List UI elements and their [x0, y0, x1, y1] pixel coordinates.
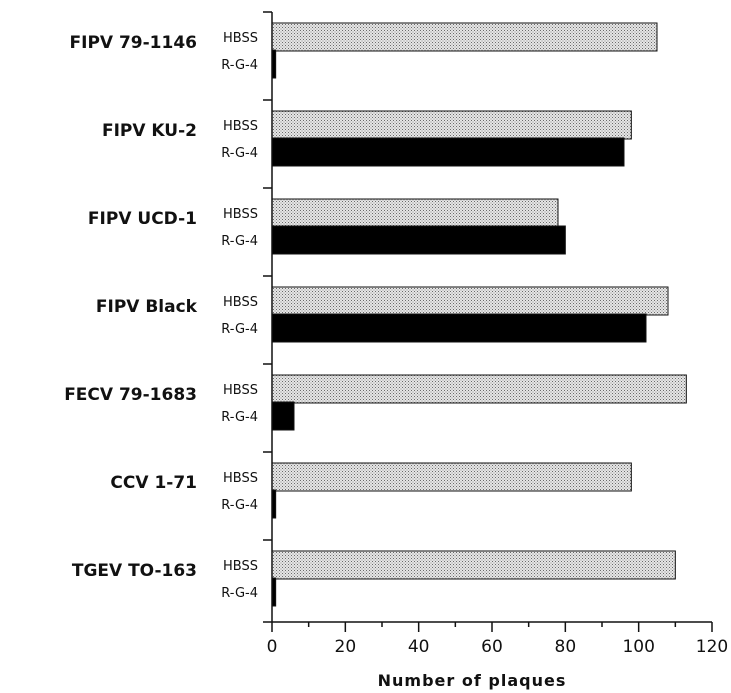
bar-hbss	[271, 286, 669, 316]
x-tick-label: 60	[481, 637, 503, 657]
x-tick-label: 20	[335, 637, 357, 657]
x-tick-label: 0	[267, 637, 278, 657]
bars-layer	[271, 22, 687, 607]
series-label: R-G-4	[221, 586, 258, 601]
labels-layer: FIPV 79-1146 HBSS R-G-4 FIPV KU-2 HBSS R-G-4 F…	[64, 31, 258, 601]
bar-r-g-4	[271, 225, 566, 255]
series-label: R-G-4	[221, 146, 258, 161]
category-label: FECV 79-1683	[64, 385, 197, 405]
x-tick-label: 100	[622, 637, 654, 657]
bar-r-g-4	[271, 313, 647, 343]
category-label: TGEV TO-163	[72, 561, 197, 581]
series-label: HBSS	[223, 383, 258, 398]
category-label: FIPV UCD-1	[88, 209, 197, 229]
x-tick-label: 80	[555, 637, 577, 657]
category-label: CCV 1-71	[110, 473, 197, 493]
bar-hbss	[271, 550, 676, 580]
series-label: HBSS	[223, 295, 258, 310]
bar-r-g-4	[271, 401, 295, 431]
bar-hbss	[271, 462, 632, 492]
bar-hbss	[271, 374, 687, 404]
x-tick-label: 40	[408, 637, 430, 657]
series-label: R-G-4	[221, 58, 258, 73]
axes-layer: 0 20 40 60 80 100 120	[263, 11, 728, 657]
bar-r-g-4	[271, 137, 625, 167]
series-label: R-G-4	[221, 322, 258, 337]
series-label: R-G-4	[221, 410, 258, 425]
series-label: HBSS	[223, 119, 258, 134]
category-label: FIPV Black	[96, 297, 198, 317]
bar-hbss	[271, 22, 658, 52]
series-label: HBSS	[223, 471, 258, 486]
series-label: R-G-4	[221, 234, 258, 249]
series-label: R-G-4	[221, 498, 258, 513]
bar-hbss	[271, 110, 632, 140]
category-label: FIPV KU-2	[102, 121, 197, 141]
x-tick-label: 120	[696, 637, 728, 657]
bar-hbss	[271, 198, 559, 228]
series-label: HBSS	[223, 207, 258, 222]
series-label: HBSS	[223, 31, 258, 46]
x-axis-title: Number of plaques	[378, 671, 567, 690]
series-label: HBSS	[223, 559, 258, 574]
category-label: FIPV 79-1146	[70, 33, 198, 53]
